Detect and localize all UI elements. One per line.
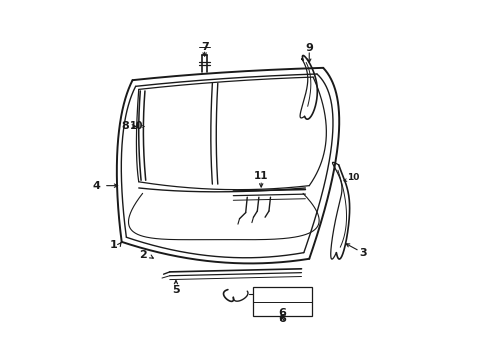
- Text: 10: 10: [130, 121, 143, 131]
- Bar: [253, 287, 312, 316]
- Text: 3: 3: [360, 248, 368, 258]
- Text: 5: 5: [172, 285, 180, 294]
- Text: 6: 6: [278, 308, 286, 318]
- Text: 6: 6: [278, 314, 286, 324]
- Text: 1: 1: [110, 240, 118, 250]
- Text: 2: 2: [139, 250, 147, 260]
- Text: 7: 7: [201, 42, 209, 52]
- Text: 11: 11: [254, 171, 269, 181]
- Text: 10: 10: [347, 174, 360, 183]
- Text: 4: 4: [92, 181, 100, 191]
- Text: 9: 9: [305, 43, 313, 53]
- Text: 8: 8: [121, 121, 129, 131]
